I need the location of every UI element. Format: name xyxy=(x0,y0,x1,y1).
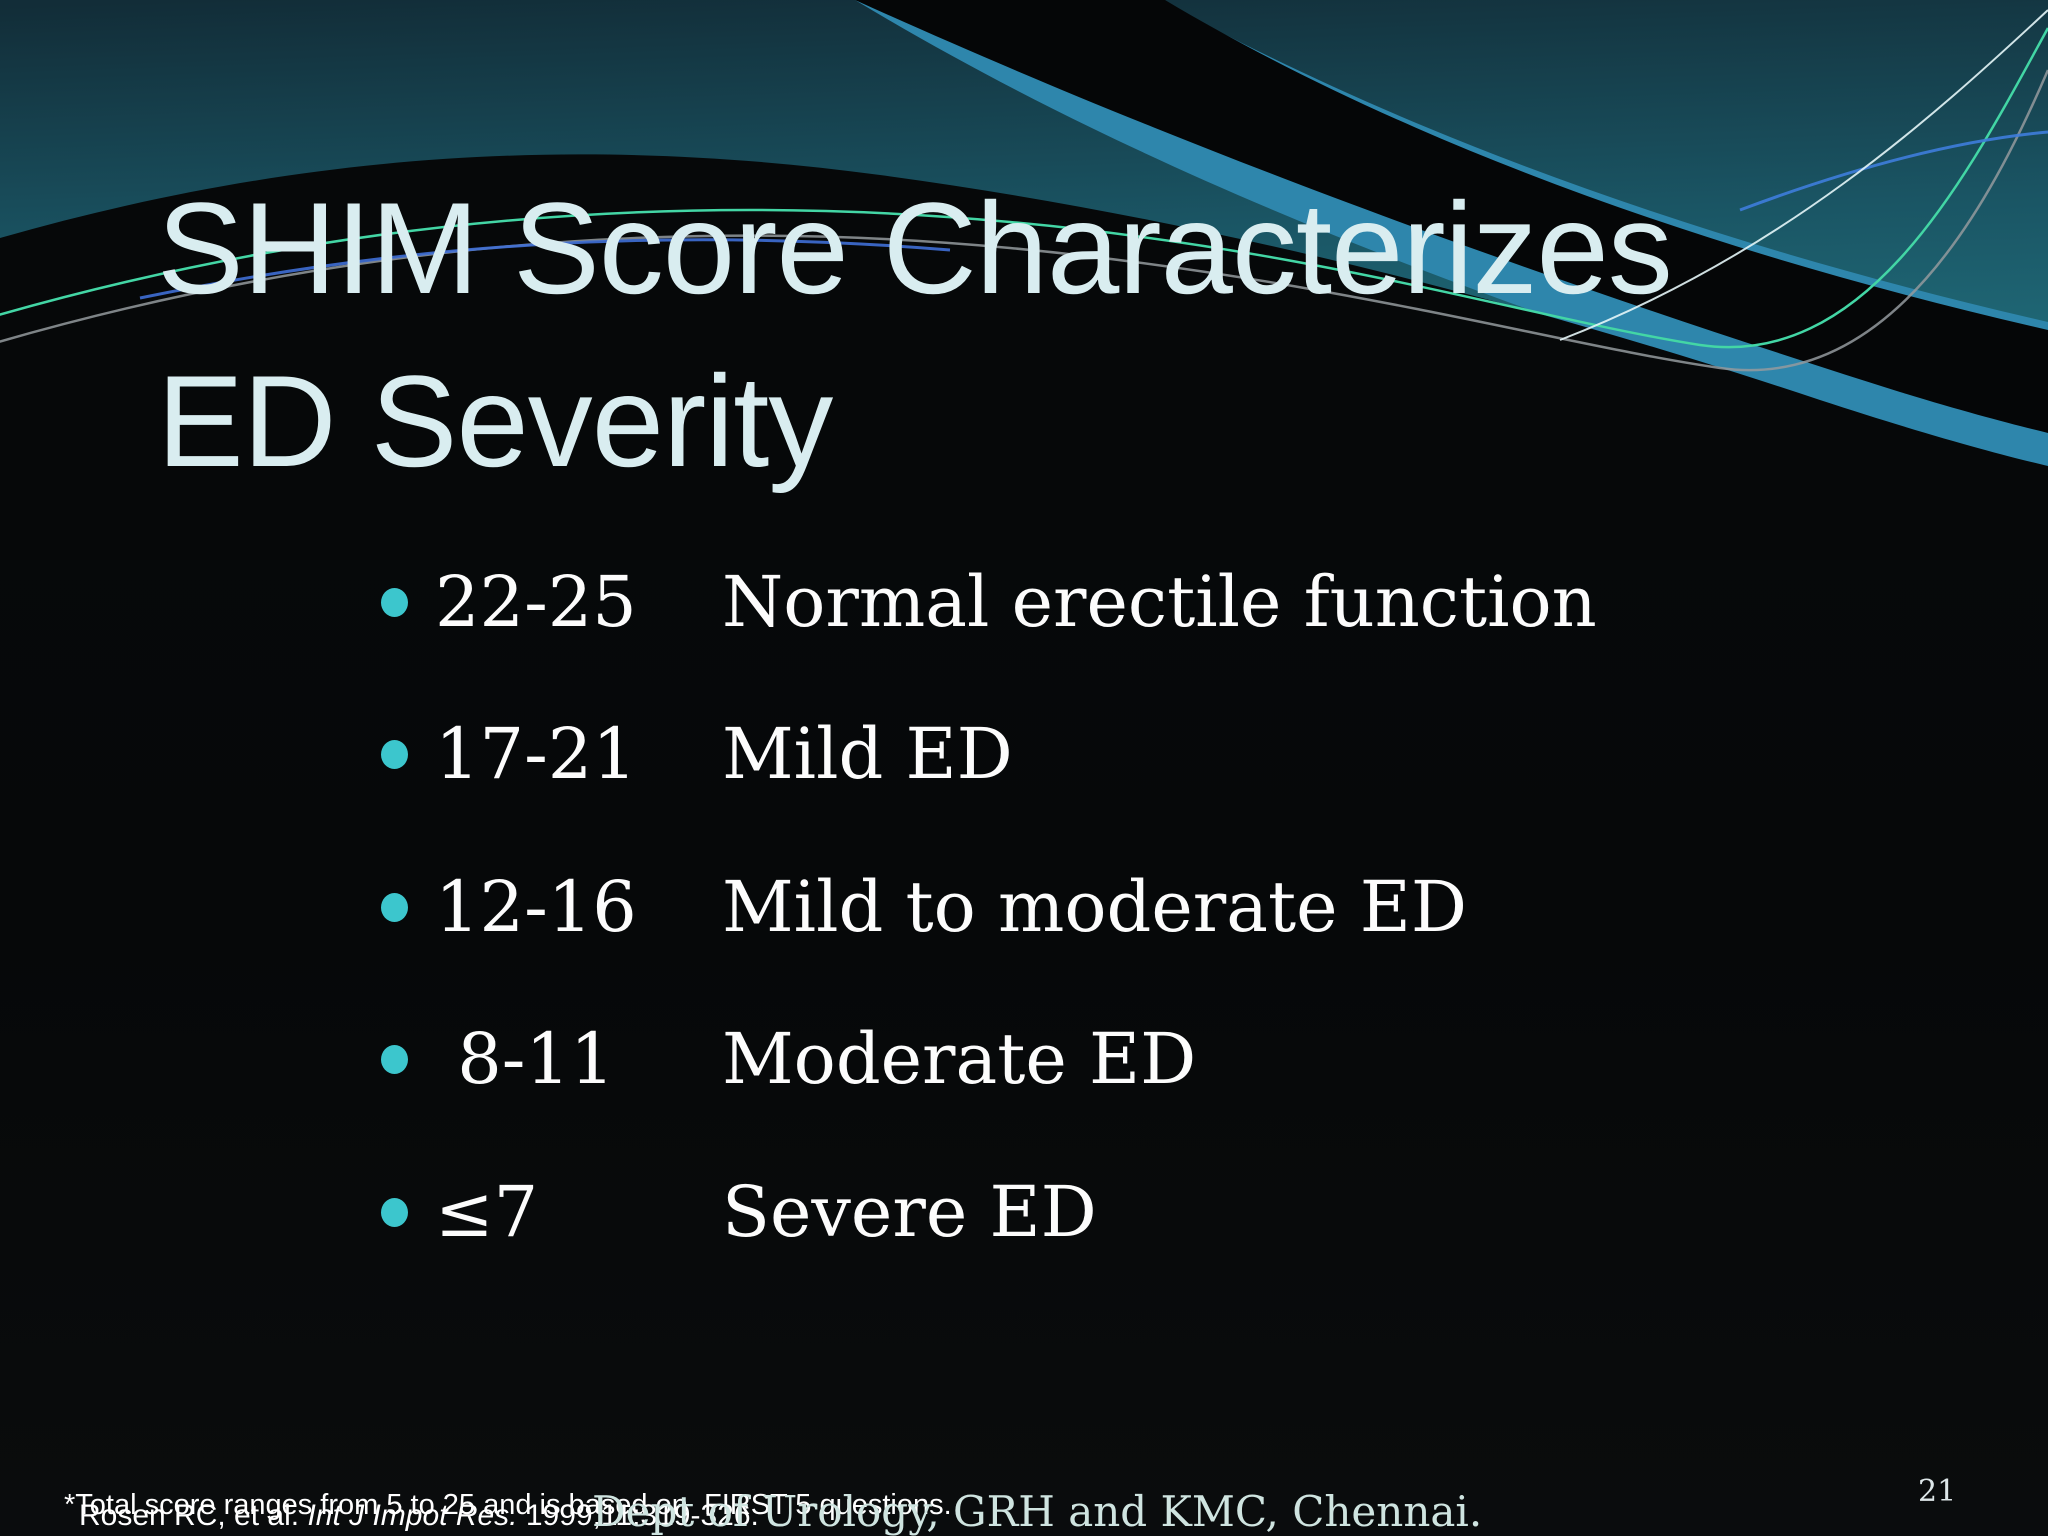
bullet-icon xyxy=(381,1044,408,1074)
bullet-icon xyxy=(381,892,408,922)
bullet-item: 8-11 Moderate ED xyxy=(381,1014,1196,1104)
upper-black-wave xyxy=(855,0,2048,433)
bullet-item: 22-25 Normal erectile function xyxy=(381,557,1597,647)
score-range: ≤7 xyxy=(435,1171,539,1253)
footnote-line1: *Total score ranges from 5 to 25 and is … xyxy=(64,1489,952,1522)
severity-label: Moderate ED xyxy=(722,1018,1197,1100)
bullet-item: 12-16 Mild to moderate ED xyxy=(381,862,1467,952)
green-accent-line xyxy=(0,27,2048,349)
citation-suffix: 1999;11:319-326. xyxy=(517,1499,759,1532)
slide-title-line1: SHIM Score Characterizes xyxy=(157,175,1673,321)
score-range: 8-11 xyxy=(435,1018,615,1100)
department-credit: Dept of Urology, GRH and KMC, Chennai. xyxy=(592,1487,1483,1536)
footnote: *Total score ranges from 5 to 25 and is … xyxy=(64,1413,1013,1536)
severity-label: Normal erectile function xyxy=(722,561,1597,643)
score-range: 22-25 xyxy=(435,561,637,643)
score-range: 17-21 xyxy=(435,713,637,795)
bullet-icon xyxy=(381,1197,408,1227)
page-number: 21 xyxy=(1918,1474,1957,1509)
citation-journal: Int J Impot Res. xyxy=(307,1499,518,1532)
main-black-wave xyxy=(0,154,2048,560)
bullet-item: ≤7 Severe ED xyxy=(381,1167,1097,1257)
slide-title-line2: ED Severity xyxy=(157,347,833,494)
bullet-icon xyxy=(381,587,408,617)
bullet-item: 17-21 Mild ED xyxy=(381,709,1013,799)
blue-accent-line-right xyxy=(1739,130,2048,212)
blue-accent-line-left xyxy=(139,238,951,300)
score-range: 12-16 xyxy=(435,866,637,948)
reference-citation: Rosen RC, et al. Int J Impot Res. 1999;1… xyxy=(79,1499,759,1533)
bullet-icon xyxy=(381,739,408,769)
white-accent-line xyxy=(1559,9,2048,341)
severity-label: Mild to moderate ED xyxy=(722,866,1468,948)
slide-title: SHIM Score Characterizes ED Severity xyxy=(157,162,1673,508)
top-wave-decoration xyxy=(0,0,2048,560)
severity-label: Severe ED xyxy=(722,1171,1097,1253)
citation-prefix: Rosen RC, et al. xyxy=(79,1499,308,1532)
severity-label: Mild ED xyxy=(722,713,1013,795)
